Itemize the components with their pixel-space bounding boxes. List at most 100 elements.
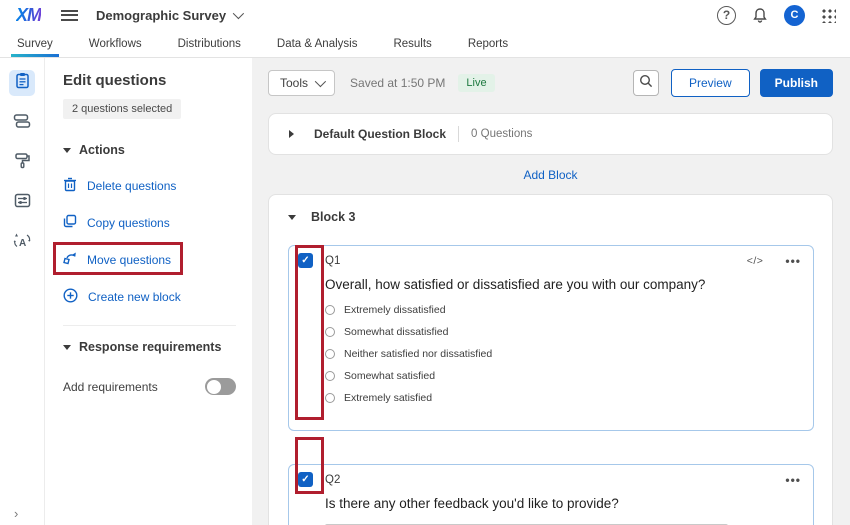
q1-question-text[interactable]: Overall, how satisfied or dissatisfied a… (325, 277, 706, 292)
annotation-box-q1-checkbox (295, 245, 324, 420)
blocks-icon (13, 113, 31, 134)
more-options-icon[interactable]: ••• (785, 473, 801, 487)
radio-button[interactable] (325, 393, 335, 403)
radio-button[interactable] (325, 305, 335, 315)
publish-button[interactable]: Publish (759, 69, 833, 97)
paint-roller-icon (14, 152, 31, 174)
edit-questions-panel: Edit questions 2 questions selected Acti… (45, 58, 252, 525)
help-icon[interactable]: ? (717, 5, 736, 25)
block-3-title: Block 3 (311, 210, 356, 224)
selected-count-badge: 2 questions selected (63, 99, 182, 119)
svg-text:A: A (19, 238, 26, 249)
add-block-row: Add Block (268, 168, 833, 182)
rail-item-look-and-feel[interactable] (9, 150, 35, 176)
hamburger-menu-icon[interactable] (61, 9, 78, 21)
add-requirements-label: Add requirements (63, 379, 158, 394)
panel-divider (63, 325, 236, 326)
radio-button[interactable] (325, 349, 335, 359)
saved-status-text: Saved at 1:50 PM (350, 76, 446, 90)
copy-questions-action[interactable]: Copy questions (63, 214, 236, 231)
move-questions-action[interactable]: Move questions (53, 242, 236, 275)
more-options-icon[interactable]: ••• (785, 254, 801, 268)
collapse-down-icon[interactable] (288, 214, 296, 220)
triangle-down-icon (63, 147, 71, 153)
survey-canvas: Tools Saved at 1:50 PM Live Preview Publ… (252, 58, 850, 525)
toggle-knob (206, 379, 221, 394)
q2-id-label: Q2 (325, 474, 341, 486)
chevron-down-icon (232, 7, 245, 20)
create-new-block-action[interactable]: Create new block (63, 287, 236, 306)
actions-section-header[interactable]: Actions (63, 143, 236, 157)
rail-item-survey-options[interactable] (9, 190, 35, 216)
choice-label[interactable]: Somewhat satisfied (344, 370, 436, 382)
apps-grid-icon[interactable] (821, 7, 836, 23)
tab-workflows[interactable]: Workflows (88, 37, 142, 50)
survey-name-dropdown[interactable]: Demographic Survey (96, 7, 245, 23)
choice-row: Somewhat satisfied (325, 370, 801, 382)
add-requirements-row: Add requirements (63, 378, 236, 395)
code-view-icon[interactable]: </> (746, 255, 764, 267)
radio-button[interactable] (325, 327, 335, 337)
collapse-panel-chevron[interactable]: › (14, 506, 19, 521)
radio-button[interactable] (325, 371, 335, 381)
delete-questions-action[interactable]: Delete questions (63, 177, 236, 194)
translate-icon: A (13, 232, 31, 254)
copy-questions-label: Copy questions (87, 215, 170, 230)
user-avatar[interactable]: C (784, 4, 805, 26)
plus-circle-icon (63, 287, 78, 306)
live-status-badge: Live (458, 74, 495, 92)
block-3-header[interactable]: Block 3 (288, 210, 814, 224)
response-requirements-label: Response requirements (79, 340, 222, 354)
rail-item-survey-builder[interactable] (9, 70, 35, 96)
move-icon (63, 251, 77, 269)
search-button[interactable] (632, 70, 659, 96)
choice-row: Extremely dissatisfied (325, 304, 801, 316)
choice-label[interactable]: Extremely satisfied (344, 392, 433, 404)
rail-item-survey-flow[interactable] (9, 110, 35, 136)
actions-header-label: Actions (79, 143, 125, 157)
q2-selected-checkbox[interactable]: ✓ (298, 472, 313, 487)
choice-label[interactable]: Neither satisfied nor dissatisfied (344, 348, 493, 360)
search-icon (639, 74, 653, 93)
default-question-block[interactable]: Default Question Block 0 Questions (268, 113, 833, 155)
tab-survey[interactable]: Survey (11, 30, 59, 57)
q1-selected-checkbox[interactable]: ✓ (298, 253, 313, 268)
divider (458, 126, 460, 142)
choice-row: Extremely satisfied (325, 392, 801, 404)
survey-name-label: Demographic Survey (96, 7, 227, 23)
tab-reports[interactable]: Reports (467, 37, 509, 50)
copy-icon (63, 214, 77, 231)
delete-questions-label: Delete questions (87, 178, 177, 193)
top-bar: XM Demographic Survey ? C (0, 0, 850, 30)
default-block-question-count: 0 Questions (471, 128, 533, 140)
choice-label[interactable]: Extremely dissatisfied (344, 304, 446, 316)
expand-right-icon[interactable] (289, 130, 294, 138)
triangle-down-icon (63, 344, 71, 350)
sliders-icon (14, 192, 31, 214)
tab-results[interactable]: Results (393, 37, 432, 50)
add-block-link[interactable]: Add Block (523, 168, 578, 182)
q1-choices: Extremely dissatisfied Somewhat dissatis… (325, 304, 801, 404)
xm-logo[interactable]: XM (16, 4, 42, 25)
main-nav-tabs: Survey Workflows Distributions Data & An… (0, 30, 850, 58)
tab-data-analysis[interactable]: Data & Analysis (276, 37, 358, 50)
tab-distributions[interactable]: Distributions (177, 37, 241, 50)
notifications-bell-icon[interactable] (752, 7, 768, 24)
rail-item-translations[interactable]: A (9, 230, 35, 256)
panel-title: Edit questions (63, 72, 167, 89)
clipboard-icon (14, 72, 31, 94)
question-card-q1[interactable]: ✓ Q1 </> ••• Overall, how satisfied or d… (288, 245, 814, 431)
choice-label[interactable]: Somewhat dissatisfied (344, 326, 449, 338)
preview-button[interactable]: Preview (670, 69, 750, 97)
q2-question-text[interactable]: Is there any other feedback you'd like t… (325, 496, 619, 511)
trash-icon (63, 177, 77, 195)
choice-row: Somewhat dissatisfied (325, 326, 801, 338)
block-3: Block 3 ✓ Q1 </> ••• Overall, how satisf… (268, 194, 833, 525)
add-requirements-toggle[interactable] (205, 378, 236, 395)
move-questions-label: Move questions (87, 252, 172, 267)
question-card-q2[interactable]: ✓ Q2 ••• Is there any other feedback you… (288, 437, 814, 525)
tools-dropdown-button[interactable]: Tools (268, 70, 336, 96)
left-icon-rail: A › (0, 58, 45, 525)
response-requirements-header[interactable]: Response requirements (63, 340, 236, 354)
